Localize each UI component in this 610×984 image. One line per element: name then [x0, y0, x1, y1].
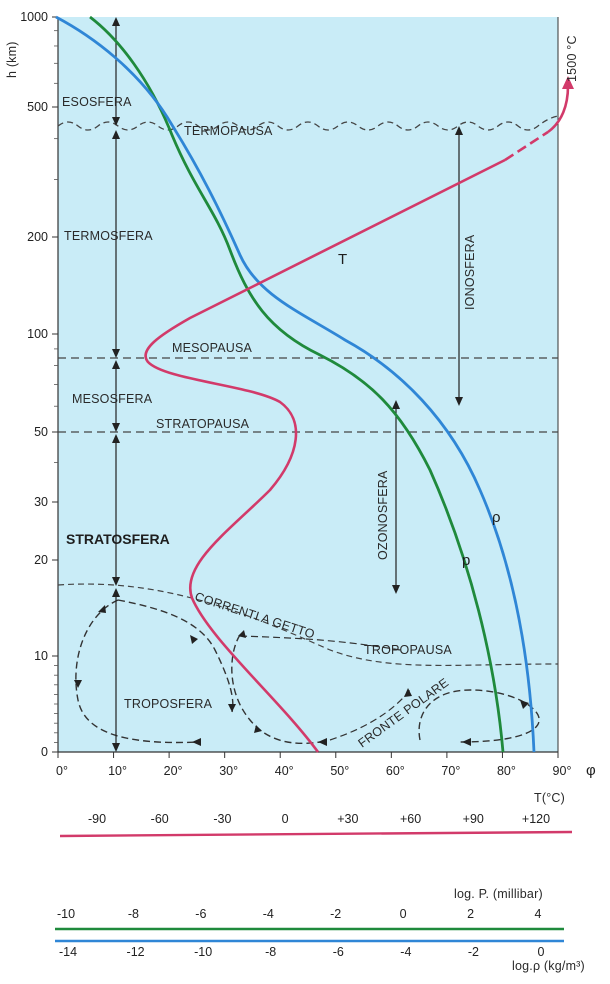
- x-tick-label: 70°: [441, 764, 460, 778]
- label-mesopausa: MESOPAUSA: [172, 341, 253, 355]
- x-tick-label: 0°: [56, 764, 68, 778]
- pressure-scale-title: log. P. (millibar): [454, 887, 543, 901]
- pressure-tick-label: 2: [467, 907, 474, 921]
- density-tick-label: -12: [127, 945, 145, 959]
- label-esosfera: ESOSFERA: [62, 95, 132, 109]
- y-tick-label: 10: [34, 649, 48, 663]
- temperature-tick-label: -30: [213, 812, 231, 826]
- label-termopausa: TERMOPAUSA: [184, 124, 273, 138]
- y-tick-label: 0: [41, 745, 48, 759]
- circulation-loop-right: [117, 599, 234, 713]
- temperature-tick-label: +120: [522, 812, 550, 826]
- density-scale-ticks: -14 -12 -10 -8 -6 -4 -2 0: [59, 945, 545, 959]
- temperature-curve-label: T: [338, 251, 347, 268]
- pressure-tick-label: -4: [263, 907, 274, 921]
- correnti-arc: [239, 635, 401, 651]
- temperature-curve: [144, 158, 506, 753]
- plot-area: [58, 17, 558, 752]
- temperature-tick-label: 0: [282, 812, 289, 826]
- x-tick-label: 20°: [164, 764, 183, 778]
- temperature-tick-label: +30: [337, 812, 358, 826]
- label-troposfera: TROPOSFERA: [124, 697, 213, 711]
- label-ionosfera: IONOSFERA: [463, 234, 477, 310]
- pressure-curve: [89, 15, 505, 753]
- temperature-tick-label: -60: [151, 812, 169, 826]
- label-tropopausa: TROPOPAUSA: [364, 643, 452, 657]
- pressure-tick-label: 0: [400, 907, 407, 921]
- pressure-tick-label: -8: [128, 907, 139, 921]
- label-ozonosfera: OZONOSFERA: [376, 470, 390, 560]
- x-tick-label: 60°: [386, 764, 405, 778]
- temperature-curve-arrow: [547, 85, 570, 134]
- top-temp-label: 1500 °C: [565, 35, 579, 82]
- label-termosfera: TERMOSFERA: [64, 229, 153, 243]
- temperature-curve-dashed: [504, 130, 549, 162]
- temperature-scale-line: [59, 830, 573, 838]
- circulation-loop-front: [418, 689, 540, 743]
- x-tick-label: 90°: [553, 764, 572, 778]
- x-tick-label: 10°: [108, 764, 127, 778]
- temperature-scale-title: T(°C): [534, 791, 565, 805]
- pressure-curve-label: p: [462, 552, 470, 569]
- y-axis-title: h (km): [5, 41, 19, 78]
- density-curve: [55, 15, 536, 753]
- density-tick-label: -10: [194, 945, 212, 959]
- fronte-arrow-path: [329, 689, 411, 741]
- y-tick-label: 200: [27, 230, 48, 244]
- pressure-tick-label: -2: [330, 907, 341, 921]
- density-tick-label: 0: [538, 945, 545, 959]
- y-tick-label: 20: [34, 553, 48, 567]
- y-tick-label: 500: [27, 100, 48, 114]
- temperature-tick-label: +90: [463, 812, 484, 826]
- x-ticks: 0° 10° 20° 30° 40° 50° 60° 70° 80° 90°: [56, 752, 571, 778]
- density-tick-label: -14: [59, 945, 77, 959]
- density-tick-label: -8: [265, 945, 276, 959]
- temperature-arrow-head: [562, 76, 574, 89]
- temperature-tick-label: -90: [88, 812, 106, 826]
- temperature-tick-label: +60: [400, 812, 421, 826]
- y-tick-label: 1000: [20, 10, 48, 24]
- density-tick-label: -2: [468, 945, 479, 959]
- x-tick-label: 40°: [275, 764, 294, 778]
- density-scale-title: log.ρ (kg/m³): [512, 959, 585, 973]
- x-tick-label: 80°: [497, 764, 516, 778]
- circulation-loop-left: [75, 599, 201, 744]
- x-axis-symbol: φ: [586, 762, 596, 779]
- y-tick-label: 30: [34, 495, 48, 509]
- y-tick-label: 50: [34, 425, 48, 439]
- pressure-scale-ticks: -10 -8 -6 -4 -2 0 2 4: [57, 907, 542, 921]
- label-stratopausa: STRATOPAUSA: [156, 417, 250, 431]
- y-ticks: 0 10 20 30 50 100 200 500 1000: [20, 10, 58, 759]
- arrow-heads: [74, 17, 529, 752]
- density-tick-label: -6: [333, 945, 344, 959]
- termopausa-line: [57, 115, 559, 131]
- density-tick-label: -4: [400, 945, 411, 959]
- x-tick-label: 30°: [219, 764, 238, 778]
- pressure-tick-label: -6: [195, 907, 206, 921]
- label-mesosfera: MESOSFERA: [72, 392, 153, 406]
- y-tick-label: 100: [27, 327, 48, 341]
- density-curve-label: ρ: [492, 509, 501, 526]
- tropopausa-line: [57, 583, 559, 667]
- pressure-tick-label: 4: [535, 907, 542, 921]
- x-tick-label: 50°: [330, 764, 349, 778]
- circulation-loop-mid: [231, 634, 321, 744]
- label-stratosfera: STRATOSFERA: [66, 531, 170, 547]
- pressure-tick-label: -10: [57, 907, 75, 921]
- temperature-scale-ticks: -90 -60 -30 0 +30 +60 +90 +120: [88, 812, 550, 826]
